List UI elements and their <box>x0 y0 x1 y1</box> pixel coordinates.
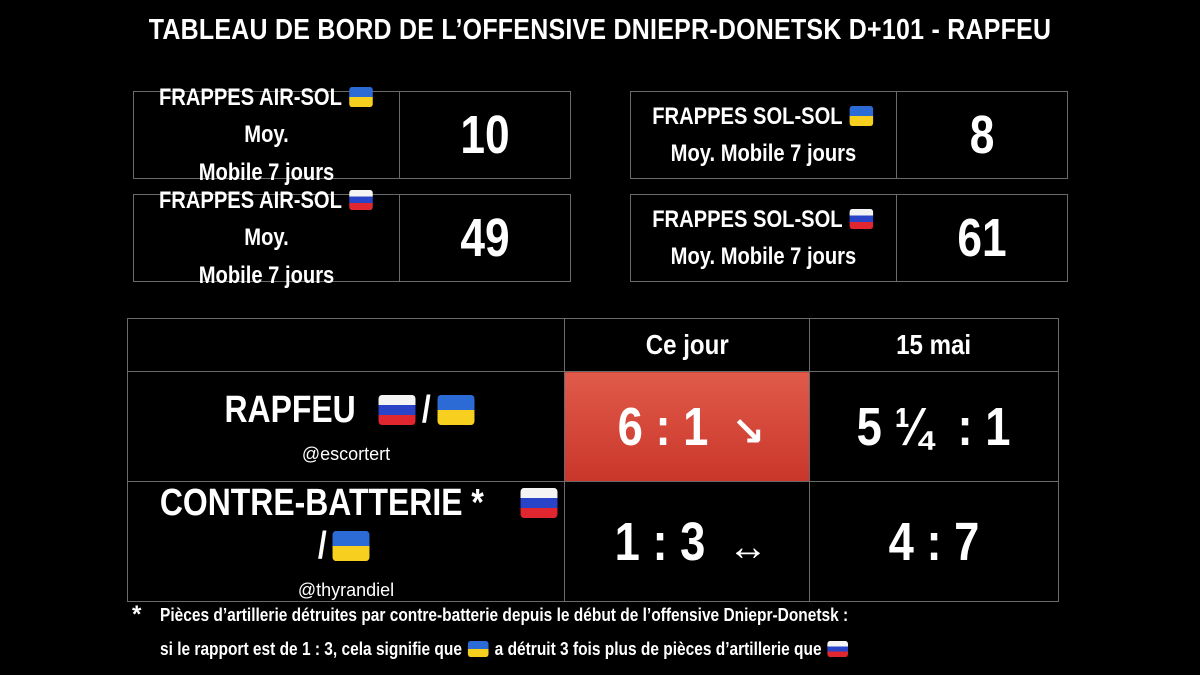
header-today-label: Ce jour <box>645 329 729 360</box>
sol-sol-ru-label-a: FRAPPES SOL-SOL <box>652 205 843 233</box>
sol-sol-ru-label: FRAPPES SOL-SOL Moy. Mobile 7 jours <box>631 195 897 281</box>
contre-today-value: 1 : 3 <box>614 511 706 572</box>
air-sol-ua-label-a: FRAPPES AIR-SOL <box>158 84 342 112</box>
footnote-line2-a: si le rapport est de 1 : 3, cela signifi… <box>160 639 462 659</box>
sol-sol-ua-label: FRAPPES SOL-SOL Moy. Mobile 7 jours <box>631 92 897 178</box>
contre-handle: @thyrandiel <box>297 580 395 600</box>
rapfeu-sep: / <box>421 388 431 431</box>
sol-sol-ua-label-c: Moy. Mobile 7 jours <box>670 140 857 167</box>
header-today: Ce jour <box>564 318 810 372</box>
rapfeu-label: RAPFEU <box>224 388 357 431</box>
contre-label: CONTRE-BATTERIE * <box>160 482 484 524</box>
table-header-row: Ce jour 15 mai <box>127 318 1059 372</box>
air-sol-ru-label: FRAPPES AIR-SOL Moy. Mobile 7 jours <box>134 187 400 289</box>
air-sol-ua-label: FRAPPES AIR-SOL Moy. Mobile 7 jours <box>134 84 400 186</box>
ru-flag-icon <box>348 190 373 211</box>
rapfeu-label-cell: RAPFEU / @escortert <box>127 371 565 482</box>
table-row-rapfeu: RAPFEU / @escortert 6 : 1 ↘ 5 ¼ : 1 <box>127 371 1059 482</box>
table-row-contre-batterie: CONTRE-BATTERIE */ @thyrandiel 1 : 3 ↔ 4 … <box>127 481 1059 602</box>
footnote-line1: Pièces d’artillerie détruites par contre… <box>160 605 849 625</box>
arrow-down-right-icon: ↘ <box>731 409 765 454</box>
ratio-table: Ce jour 15 mai RAPFEU / @escortert 6 : 1… <box>127 318 1059 602</box>
rapfeu-date-cell: 5 ¼ : 1 <box>809 371 1059 482</box>
ua-flag-icon <box>468 641 489 657</box>
air-sol-ru-label-b: Moy. <box>244 224 289 252</box>
contre-date-cell: 4 : 7 <box>809 481 1059 602</box>
contre-today-cell: 1 : 3 ↔ <box>564 481 810 602</box>
footnote-star: * <box>132 601 142 628</box>
rapfeu-handle: @escortert <box>301 443 391 464</box>
footnote-line2: si le rapport est de 1 : 3, cela signifi… <box>160 632 962 666</box>
sol-sol-ua-value: 8 <box>969 105 995 165</box>
sol-sol-ru-box: FRAPPES SOL-SOL Moy. Mobile 7 jours 61 <box>630 194 1068 282</box>
footnote: * Pièces d’artillerie détruites par cont… <box>132 598 1092 666</box>
contre-date-value: 4 : 7 <box>888 511 980 572</box>
air-sol-ua-label-b: Moy. <box>244 121 289 149</box>
header-empty-cell <box>127 318 565 372</box>
footnote-line2-b: a détruit 3 fois plus de pièces d’artill… <box>494 639 822 659</box>
sol-sol-ua-box: FRAPPES SOL-SOL Moy. Mobile 7 jours 8 <box>630 91 1068 179</box>
page-title: TABLEAU DE BORD DE L’OFFENSIVE DNIEPR-DO… <box>148 14 1052 46</box>
ru-flag-icon <box>827 641 849 657</box>
arrow-left-right-icon: ↔ <box>728 524 769 569</box>
header-date-label: 15 mai <box>896 329 972 360</box>
rapfeu-today-cell: 6 : 1 ↘ <box>564 371 810 482</box>
air-sol-ua-box: FRAPPES AIR-SOL Moy. Mobile 7 jours 10 <box>133 84 571 186</box>
air-sol-ua-label-c: Mobile 7 jours <box>198 158 335 186</box>
sol-sol-ru-value: 61 <box>957 208 1007 268</box>
sol-sol-ru-label-c: Moy. Mobile 7 jours <box>670 243 857 270</box>
air-sol-ru-label-c: Mobile 7 jours <box>198 261 335 289</box>
contre-label-cell: CONTRE-BATTERIE */ @thyrandiel <box>127 481 565 602</box>
air-sol-ru-value: 49 <box>460 208 510 268</box>
sol-sol-ua-label-a: FRAPPES SOL-SOL <box>652 102 843 130</box>
ru-flag-icon <box>849 208 874 229</box>
ua-flag-icon <box>849 105 874 126</box>
ru-flag-icon <box>520 488 558 518</box>
header-date: 15 mai <box>809 318 1059 372</box>
air-sol-ua-value: 10 <box>460 105 510 165</box>
ua-flag-icon <box>332 531 370 561</box>
ru-flag-icon <box>378 394 416 425</box>
air-sol-ru-box: FRAPPES AIR-SOL Moy. Mobile 7 jours 49 <box>133 187 571 289</box>
contre-sep: / <box>317 525 327 567</box>
rapfeu-date-value: 5 ¼ : 1 <box>857 396 1011 457</box>
rapfeu-today-value: 6 : 1 <box>617 396 709 457</box>
ua-flag-icon <box>348 87 373 108</box>
ua-flag-icon <box>437 394 475 425</box>
air-sol-ru-label-a: FRAPPES AIR-SOL <box>158 187 342 215</box>
